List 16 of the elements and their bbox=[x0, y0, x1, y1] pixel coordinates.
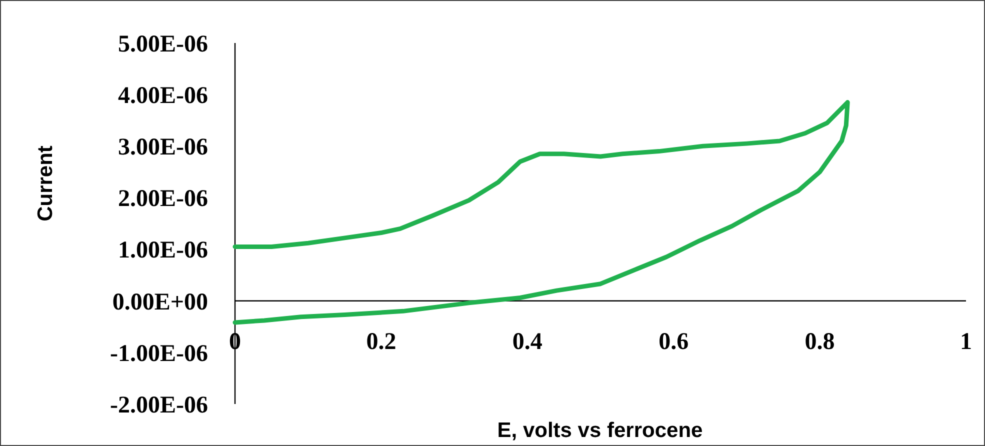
x-tick-label: 0.2 bbox=[366, 328, 396, 355]
x-tick-label: 0.6 bbox=[658, 328, 689, 355]
y-tick-label: 4.00E-06 bbox=[118, 82, 208, 109]
y-axis-title: Current bbox=[34, 146, 57, 222]
y-tick-label: -2.00E-06 bbox=[110, 392, 208, 418]
line-series bbox=[232, 100, 850, 325]
y-tick-label: 2.00E-06 bbox=[118, 186, 208, 212]
x-tick-label: 0.8 bbox=[804, 328, 835, 355]
y-tick-label: 3.00E-06 bbox=[118, 134, 208, 161]
y-tick-label: 5.00E-06 bbox=[118, 31, 208, 58]
x-tick-label: 0.4 bbox=[512, 328, 542, 355]
y-tick-label: -1.00E-06 bbox=[110, 340, 208, 367]
y-tick-label: 1.00E-06 bbox=[118, 238, 208, 264]
x-axis-title: E, volts vs ferrocene bbox=[497, 419, 703, 442]
x-tick-label: 1 bbox=[960, 328, 972, 355]
y-tick-label: 0.00E+00 bbox=[112, 289, 208, 316]
